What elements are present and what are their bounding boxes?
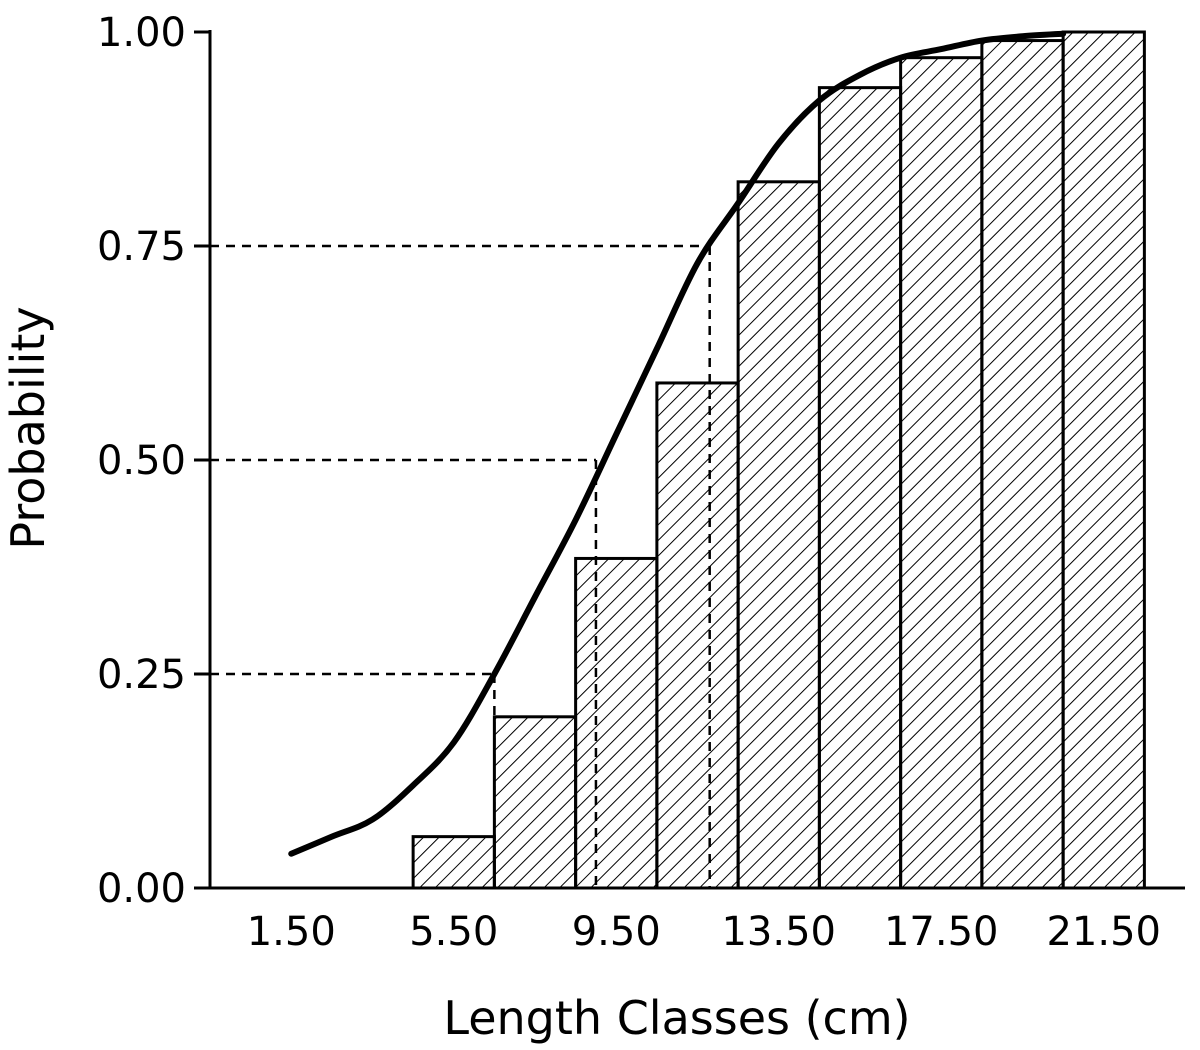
y-tick-label: 0.75 (97, 224, 186, 270)
y-tick-label: 0.25 (97, 652, 186, 698)
bar (492, 715, 578, 890)
bar (817, 86, 903, 890)
x-axis-title: Length Classes (cm) (443, 991, 910, 1045)
x-tick-label: 13.50 (721, 909, 836, 955)
probability-curve (288, 30, 1067, 857)
bar (574, 556, 659, 890)
axes (194, 30, 1185, 890)
curve-layer (288, 30, 1067, 857)
x-tick-label: 21.50 (1046, 909, 1161, 955)
y-tick-label: 1.00 (97, 10, 186, 56)
y-tick-label: 0.50 (97, 438, 186, 484)
x-tick-label: 5.50 (409, 909, 498, 955)
tick-labels: 0.00 0.25 0.50 0.75 1.00 1.50 5.50 9.50 13.50 17.… (97, 10, 1161, 955)
bar (736, 180, 821, 890)
bar (899, 56, 984, 890)
bar (411, 835, 496, 890)
bar (980, 39, 1065, 890)
bar (1061, 30, 1146, 890)
x-tick-label: 9.50 (572, 909, 661, 955)
bars (411, 30, 1146, 890)
y-tick-label: 0.00 (97, 866, 186, 912)
x-tick-label: 17.50 (884, 909, 999, 955)
x-tick-label: 1.50 (247, 909, 336, 955)
y-axis-title: Probability (1, 306, 55, 549)
bar (655, 381, 740, 890)
